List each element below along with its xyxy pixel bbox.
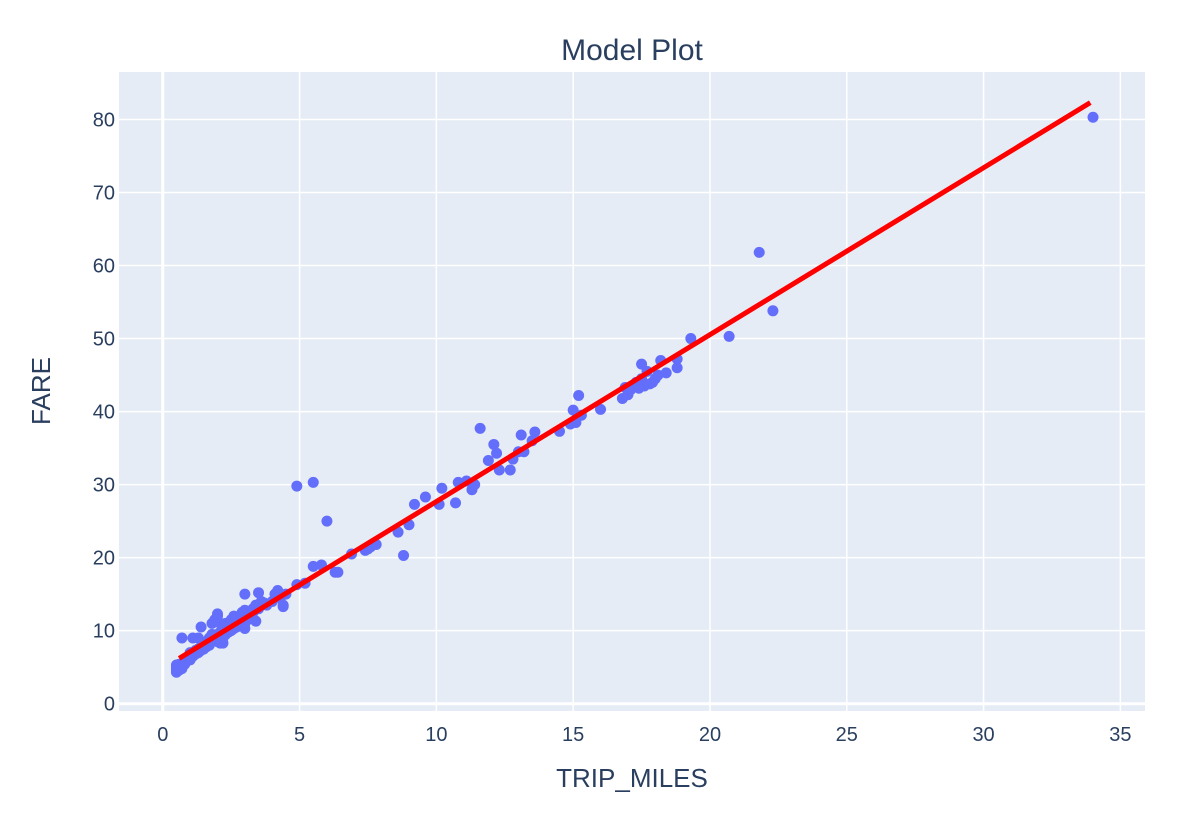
scatter-point [291, 480, 303, 492]
scatter-point [250, 615, 262, 627]
scatter-point [488, 438, 500, 450]
scatter-point [529, 426, 541, 438]
scatter-point [515, 429, 527, 441]
scatter-point [660, 367, 672, 379]
y-tick-label: 50 [93, 329, 115, 351]
y-gridlines [119, 118, 1145, 706]
x-tick-label: 25 [836, 724, 858, 746]
scatter-point [685, 333, 697, 345]
scatter-point [332, 566, 344, 578]
scatter-point [176, 632, 188, 644]
y-tick-label: 30 [93, 475, 115, 497]
x-tick-label: 20 [699, 724, 721, 746]
x-tick-label: 10 [425, 724, 447, 746]
scatter-point [307, 560, 319, 572]
scatter-point [482, 455, 494, 467]
scatter-point [211, 608, 223, 620]
scatter-point [398, 549, 410, 561]
scatter-point [767, 305, 779, 317]
scatter-point [277, 601, 289, 613]
scatter-point [567, 404, 579, 416]
scatter-point [195, 621, 207, 633]
x-tick-labels: 0 5 10 15 20 25 30 35 [157, 724, 1131, 746]
scatter-point [595, 403, 607, 415]
x-tick-label: 0 [157, 724, 168, 746]
y-axis-title: FARE [26, 357, 56, 425]
scatter-point [504, 464, 516, 476]
scatter-point [408, 498, 420, 510]
y-tick-label: 20 [93, 548, 115, 570]
scatter-point [307, 476, 319, 488]
scatter-point [239, 588, 251, 600]
y-tick-label: 80 [93, 109, 115, 131]
scatter-point [671, 362, 683, 374]
scatter-point [723, 330, 735, 342]
scatter-point [419, 491, 431, 503]
scatter-point [1087, 111, 1099, 123]
scatter-point [450, 497, 462, 509]
scatter-point [253, 587, 265, 599]
scatter-point [217, 637, 229, 649]
y-tick-label: 10 [93, 621, 115, 643]
y-tick-label: 60 [93, 256, 115, 278]
x-tick-label: 30 [972, 724, 994, 746]
scatter-point [753, 246, 765, 258]
y-tick-label: 70 [93, 182, 115, 204]
regression-line [177, 100, 1092, 661]
scatter-point [436, 482, 448, 494]
scatter-point [491, 447, 503, 459]
x-tick-label: 35 [1109, 724, 1131, 746]
scatter-point [474, 422, 486, 434]
chart-title: Model Plot [561, 34, 703, 67]
y-tick-label: 40 [93, 402, 115, 424]
scatter-point [573, 390, 585, 402]
y-tick-labels: 0 10 20 30 40 50 60 70 80 [93, 109, 115, 715]
x-tick-label: 5 [294, 724, 305, 746]
regression-lines [177, 100, 1092, 661]
x-axis-title: TRIP_MILES [556, 763, 708, 793]
scatter-point [321, 515, 333, 527]
x-gridlines [161, 72, 1122, 711]
x-tick-label: 15 [562, 724, 584, 746]
y-tick-label: 0 [104, 694, 115, 716]
